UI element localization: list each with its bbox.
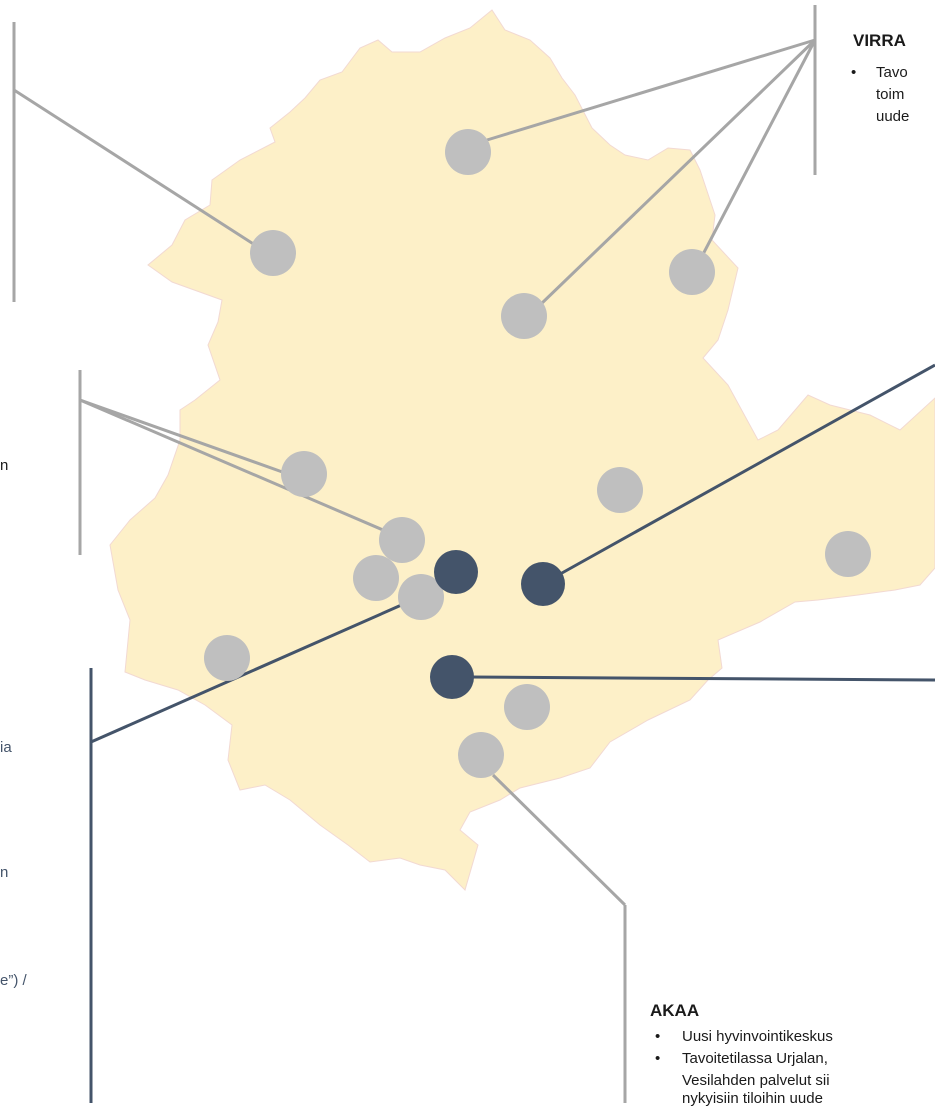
bottom-left-fragment-2: n (0, 864, 9, 881)
akaa-bullet-1: • (655, 1028, 661, 1045)
bottom-left-fragment-1: ia (0, 739, 12, 756)
region-area (109, 9, 935, 891)
grey-marker (379, 517, 425, 563)
grey-marker (597, 467, 643, 513)
leader-virrat-2 (538, 38, 817, 307)
grey-marker (353, 555, 399, 601)
leader-mid-left-1 (79, 398, 289, 476)
virrat-line-3: uude (876, 108, 910, 125)
mid-left-fragment: n (0, 457, 9, 474)
grey-marker (204, 635, 250, 681)
grey-marker (669, 249, 715, 295)
dark-marker (521, 562, 565, 606)
leader-virrat-1 (486, 38, 816, 142)
akaa-line-4: nykyisiin tiloihin uude (682, 1090, 823, 1107)
virrat-line-2: toim (876, 86, 905, 103)
leader-top-left (13, 88, 256, 247)
grey-marker (281, 451, 327, 497)
virrat-title: VIRRA (853, 31, 906, 50)
grey-marker (458, 732, 504, 778)
bottom-left-fragment-3: e”) / (0, 972, 27, 989)
leader-right-upper (552, 363, 935, 580)
virrat-bullet: • (851, 64, 857, 81)
akaa-line-1: Uusi hyvinvointikeskus (682, 1028, 833, 1045)
akaa-line-2: Tavoitetilassa Urjalan, (682, 1050, 828, 1067)
grey-marker (445, 129, 491, 175)
akaa-line-3: Vesilahden palvelut sii (682, 1072, 830, 1089)
akaa-bullet-2: • (655, 1050, 661, 1067)
leader-mid-left-2 (79, 398, 391, 535)
leader-bottom-left (90, 586, 441, 744)
dark-marker (434, 550, 478, 594)
leader-right-lower (469, 675, 935, 682)
grey-marker (504, 684, 550, 730)
grey-marker (250, 230, 296, 276)
leader-virrat-3 (698, 39, 817, 261)
grey-marker (825, 531, 871, 577)
dark-marker (430, 655, 474, 699)
virrat-line-1: Tavo (876, 64, 908, 81)
grey-marker (501, 293, 547, 339)
leader-akaa (491, 773, 627, 907)
akaa-title: AKAA (650, 1001, 700, 1020)
grey-marker (398, 574, 444, 620)
